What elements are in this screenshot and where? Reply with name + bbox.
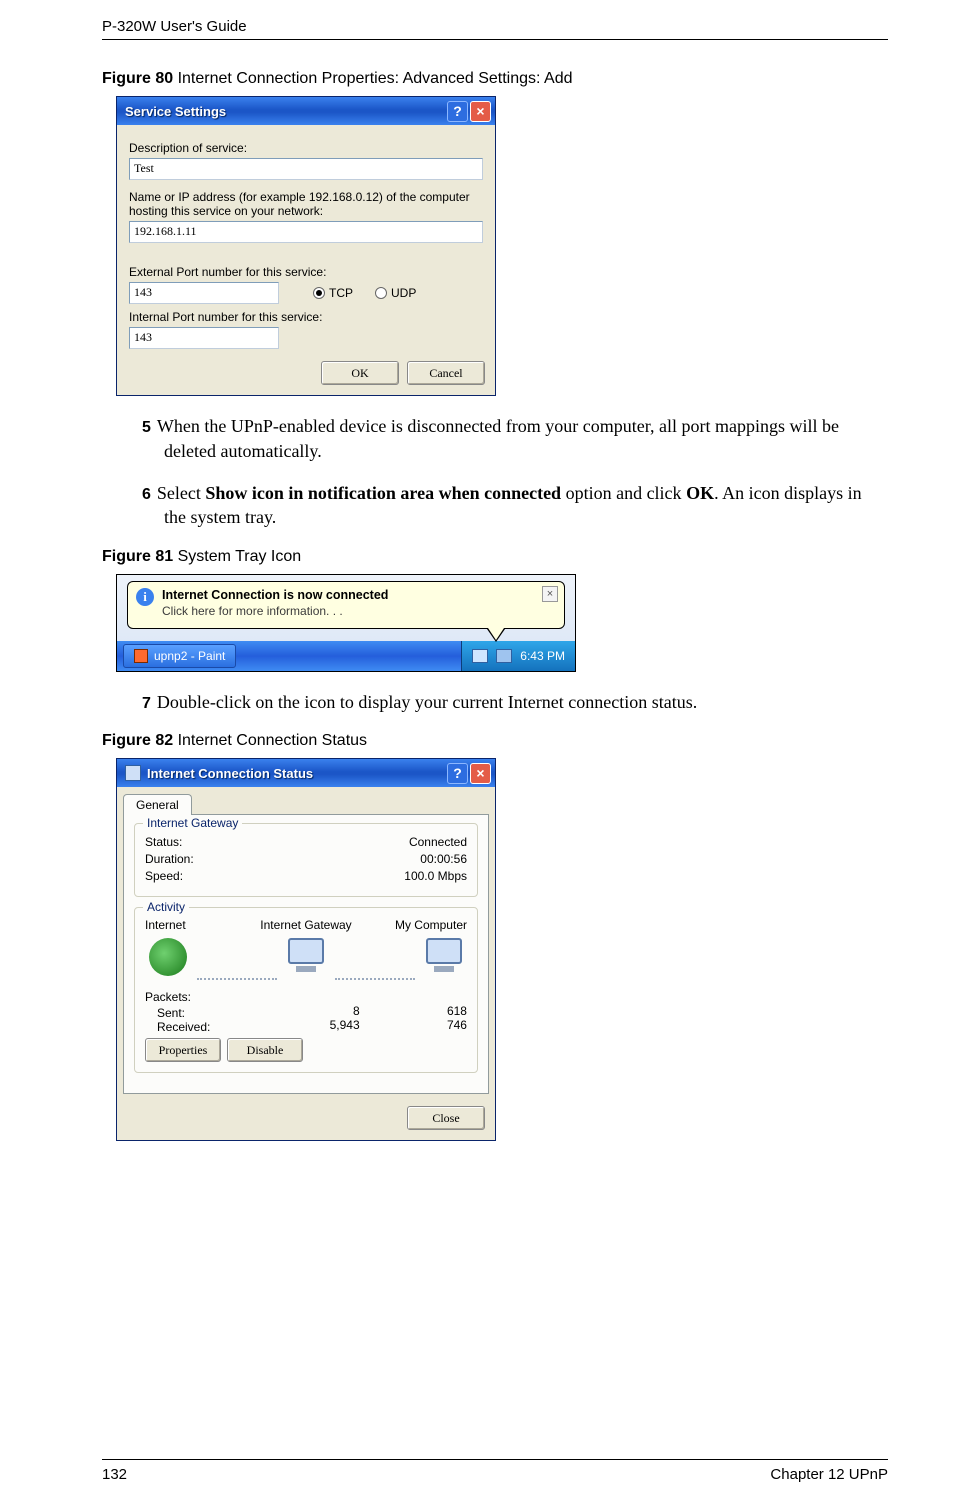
help-icon[interactable]: ? xyxy=(447,763,468,784)
value-speed: 100.0 Mbps xyxy=(404,869,467,883)
footer-page-number: 132 xyxy=(102,1466,127,1483)
taskbar-button-label: upnp2 - Paint xyxy=(154,649,225,663)
label-internal-port: Internal Port number for this service: xyxy=(129,310,483,324)
figure-80-caption: Figure 80 Internet Connection Properties… xyxy=(102,70,888,88)
label-status: Status: xyxy=(145,835,182,849)
value-sent-gateway: 8 xyxy=(252,1004,359,1018)
close-button[interactable]: Close xyxy=(407,1106,485,1130)
paint-icon xyxy=(134,649,148,663)
connection-status-titlebar-icon xyxy=(125,765,141,781)
close-icon[interactable]: × xyxy=(470,763,491,784)
system-tray-figure: i × Internet Connection is now connected… xyxy=(116,574,576,672)
gateway-pc-icon xyxy=(283,938,329,980)
service-settings-title: Service Settings xyxy=(125,104,445,119)
running-footer: 132 Chapter 12 UPnP xyxy=(102,1459,888,1483)
value-received-pc: 746 xyxy=(360,1018,467,1032)
globe-icon xyxy=(145,938,191,980)
col-my-computer: My Computer xyxy=(377,918,467,932)
description-input[interactable]: Test xyxy=(129,158,483,180)
udp-label: UDP xyxy=(391,286,416,300)
step-6: 6 Select Show icon in notification area w… xyxy=(142,481,888,530)
tray-network-icon[interactable] xyxy=(472,649,488,663)
step-5: 5 When the UPnP-enabled device is disconn… xyxy=(142,414,888,463)
service-settings-titlebar[interactable]: Service Settings ? × xyxy=(117,97,495,125)
figure-82-caption-text: Internet Connection Status xyxy=(178,732,367,749)
system-tray: 6:43 PM xyxy=(461,641,575,671)
connection-status-dialog: Internet Connection Status ? × General I… xyxy=(116,758,496,1141)
address-input[interactable]: 192.168.1.11 xyxy=(129,221,483,243)
my-pc-icon xyxy=(421,938,467,980)
disable-button[interactable]: Disable xyxy=(227,1038,303,1062)
balloon-body: Click here for more information. . . xyxy=(162,604,538,618)
label-packets: Packets: xyxy=(145,990,252,1004)
tab-general[interactable]: General xyxy=(123,794,192,815)
tcp-label: TCP xyxy=(329,286,353,300)
legend-activity: Activity xyxy=(143,900,189,914)
step-6-bold2: OK xyxy=(686,483,714,503)
step-5-text: When the UPnP-enabled device is disconne… xyxy=(157,416,839,461)
figure-81-number: Figure 81 xyxy=(102,548,178,565)
connection-line-icon xyxy=(335,978,415,980)
step-7-number: 7 xyxy=(142,695,151,712)
figure-80-number: Figure 80 xyxy=(102,70,178,87)
taskbar-button-paint[interactable]: upnp2 - Paint xyxy=(123,644,236,668)
balloon-title: Internet Connection is now connected xyxy=(162,588,538,602)
tray-network-icon-2[interactable] xyxy=(496,649,512,663)
group-activity: Activity Internet Internet Gateway My Co… xyxy=(134,907,478,1073)
figure-81-caption-text: System Tray Icon xyxy=(178,548,302,565)
label-description: Description of service: xyxy=(129,141,483,155)
value-received-gateway: 5,943 xyxy=(252,1018,359,1032)
label-duration: Duration: xyxy=(145,852,194,866)
balloon-close-icon[interactable]: × xyxy=(542,586,558,602)
group-internet-gateway: Internet Gateway Status:Connected Durati… xyxy=(134,823,478,897)
connection-line-icon xyxy=(197,978,277,980)
value-status: Connected xyxy=(409,835,467,849)
udp-radio[interactable] xyxy=(375,287,387,299)
value-sent-pc: 618 xyxy=(360,1004,467,1018)
internal-port-input[interactable]: 143 xyxy=(129,327,279,349)
col-gateway: Internet Gateway xyxy=(235,918,377,932)
legend-internet-gateway: Internet Gateway xyxy=(143,816,242,830)
notification-balloon[interactable]: i × Internet Connection is now connected… xyxy=(127,581,565,629)
close-icon[interactable]: × xyxy=(470,101,491,122)
footer-chapter: Chapter 12 UPnP xyxy=(770,1466,888,1483)
step-6-number: 6 xyxy=(142,486,151,503)
taskbar: upnp2 - Paint 6:43 PM xyxy=(117,641,575,671)
value-duration: 00:00:56 xyxy=(420,852,467,866)
service-settings-dialog: Service Settings ? × Description of serv… xyxy=(116,96,496,396)
tab-panel-general: Internet Gateway Status: Connected Durati… xyxy=(123,814,489,1094)
step-7: 7 Double-click on the icon to display you… xyxy=(142,690,888,715)
label-sent: Sent: xyxy=(145,1006,252,1020)
connection-status-title: Internet Connection Status xyxy=(147,766,445,781)
figure-82-number: Figure 82 xyxy=(102,732,178,749)
header-left: P-320W User's Guide xyxy=(102,18,247,35)
label-external-port: External Port number for this service: xyxy=(129,265,483,279)
step-5-number: 5 xyxy=(142,419,151,436)
figure-80-caption-text: Internet Connection Properties: Advanced… xyxy=(178,70,573,87)
step-6-bold1: Show icon in notification area when conn… xyxy=(205,483,561,503)
figure-81-caption: Figure 81 System Tray Icon xyxy=(102,548,888,566)
step-6-mid: option and click xyxy=(561,483,686,503)
cancel-button[interactable]: Cancel xyxy=(407,361,485,385)
figure-82-caption: Figure 82 Internet Connection Status xyxy=(102,732,888,750)
ok-button[interactable]: OK xyxy=(321,361,399,385)
external-port-input[interactable]: 143 xyxy=(129,282,279,304)
step-6-pre: Select xyxy=(157,483,205,503)
info-icon: i xyxy=(136,588,154,606)
properties-button[interactable]: Properties xyxy=(145,1038,221,1062)
label-address: Name or IP address (for example 192.168.… xyxy=(129,190,483,218)
help-icon[interactable]: ? xyxy=(447,101,468,122)
label-received: Received: xyxy=(145,1020,252,1034)
step-7-text: Double-click on the icon to display your… xyxy=(157,692,697,712)
connection-status-titlebar[interactable]: Internet Connection Status ? × xyxy=(117,759,495,787)
tcp-radio[interactable] xyxy=(313,287,325,299)
label-speed: Speed: xyxy=(145,869,183,883)
col-internet: Internet xyxy=(145,918,235,932)
tray-clock: 6:43 PM xyxy=(520,649,565,663)
running-header: P-320W User's Guide xyxy=(102,0,888,40)
